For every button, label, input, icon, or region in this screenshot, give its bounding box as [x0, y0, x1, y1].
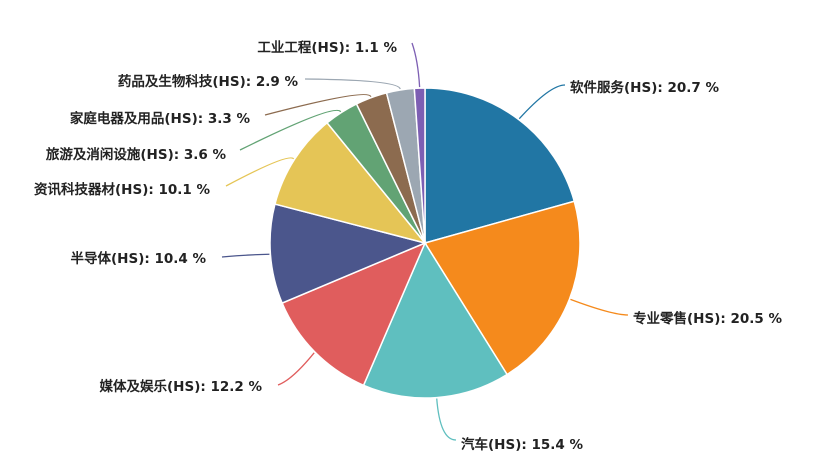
pie-slice[interactable] [362, 241, 509, 399]
slice-label: 工业工程(HS): 1.1 % [257, 40, 397, 56]
leader-line [277, 352, 315, 386]
leader-line [304, 78, 401, 90]
slice-label: 旅游及消闲设施(HS): 3.6 % [46, 146, 227, 163]
pie-slice[interactable] [269, 203, 428, 305]
pie-slice[interactable] [424, 87, 576, 244]
slice-label: 家庭电器及用品(HS): 3.3 % [70, 110, 251, 127]
leader-line [221, 253, 270, 258]
pie-slice[interactable] [413, 87, 426, 244]
pie-slice[interactable] [274, 121, 428, 245]
slice-label: 药品及生物科技(HS): 2.9 % [118, 73, 299, 90]
slice-label: 资讯科技器材(HS): 10.1 % [34, 181, 210, 198]
leader-line [225, 157, 295, 187]
slice-label: 软件服务(HS): 20.7 % [570, 79, 719, 96]
leader-line [436, 398, 457, 441]
slice-label: 媒体及娱乐(HS): 12.2 % [100, 378, 263, 395]
slice-label: 半导体(HS): 10.4 % [71, 250, 207, 267]
slice-label: 专业零售(HS): 20.5 % [633, 310, 782, 327]
slice-label: 汽车(HS): 15.4 % [461, 436, 583, 453]
leader-line [264, 93, 372, 116]
leader-line [411, 42, 421, 88]
pie-slice[interactable] [281, 241, 427, 387]
leader-line [518, 84, 566, 120]
leader-line [570, 298, 629, 316]
pie-slice[interactable] [423, 200, 581, 376]
leader-line [239, 109, 342, 151]
